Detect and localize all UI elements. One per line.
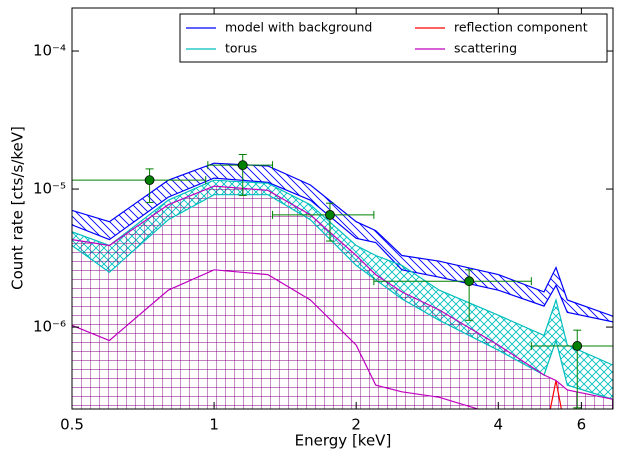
legend-label: reflection component — [454, 20, 588, 35]
legend-box — [179, 13, 608, 63]
band-hatch — [72, 186, 613, 409]
series-line — [72, 162, 613, 317]
y-tick-label: 10⁻⁶ — [33, 318, 66, 336]
data-point — [572, 341, 583, 351]
data-point — [325, 209, 335, 220]
y-tick-label: 10⁻⁵ — [33, 180, 66, 198]
legend-label: torus — [225, 41, 257, 56]
band-hatch — [72, 163, 613, 322]
x-tick-label: 6 — [577, 416, 587, 434]
series-line — [72, 194, 613, 400]
series-line — [72, 185, 613, 400]
legend-label: scattering — [454, 41, 517, 56]
series-line — [72, 179, 613, 366]
series-line — [72, 269, 480, 409]
x-tick-label: 4 — [494, 416, 504, 434]
x-tick-label: 1 — [209, 416, 219, 434]
axes-frame — [71, 7, 614, 410]
data-point — [144, 175, 155, 186]
data-point — [464, 276, 475, 287]
x-tick-label: 0.5 — [60, 416, 84, 434]
series-line — [549, 380, 562, 409]
x-axis-label: Energy [keV] — [295, 432, 392, 450]
x-tick-label: 2 — [351, 416, 361, 434]
y-tick-label: 10⁻⁴ — [33, 42, 66, 60]
data-point — [237, 160, 248, 171]
plot-area — [72, 153, 613, 409]
series-line — [72, 177, 613, 323]
y-axis-label: Count rate [cts/s/keV] — [9, 126, 27, 290]
legend-label: model with background — [225, 20, 372, 35]
